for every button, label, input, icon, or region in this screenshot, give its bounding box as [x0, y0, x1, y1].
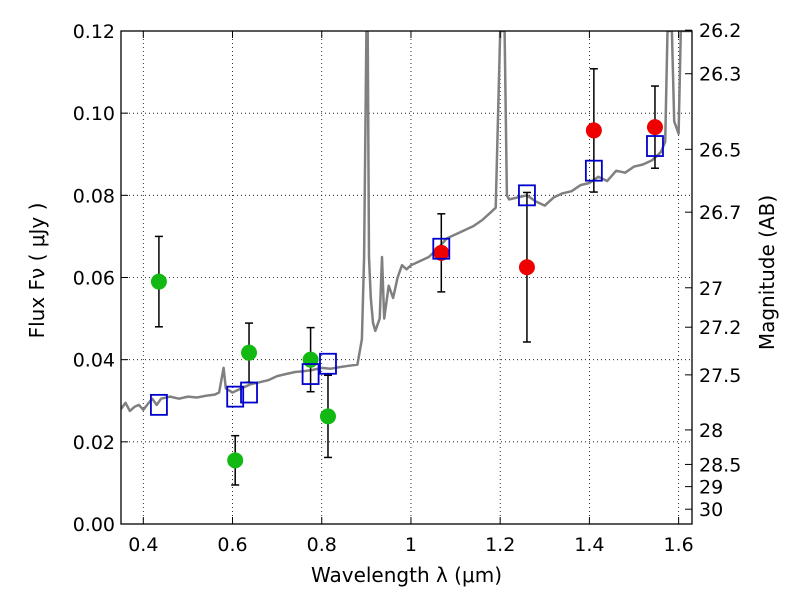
observed-point-green — [319, 408, 336, 425]
y-tick-label: 0.02 — [73, 432, 115, 454]
plot-frame — [120, 30, 693, 525]
y2-tick-label: 27.2 — [699, 317, 741, 339]
model-photometry-square — [240, 381, 258, 404]
model-photometry-square — [226, 385, 245, 408]
y2-tick-label: 26.3 — [699, 64, 741, 86]
x-tick-label: 1.4 — [574, 534, 604, 556]
observed-point-red — [646, 119, 663, 136]
y2-tick-label: 26.2 — [699, 20, 741, 42]
x-tick-label: 1 — [405, 534, 417, 556]
y2-tick-label: 27 — [699, 278, 723, 300]
y2-axis-label: Magnitude (AB) — [755, 195, 779, 350]
x-tick-label: 1.2 — [485, 534, 515, 556]
y2-tick-label: 26.5 — [699, 139, 741, 161]
observed-point-green — [241, 344, 258, 361]
model-photometry-square — [301, 363, 320, 385]
model-spectrum — [121, 31, 692, 413]
y2-tick-label: 28.5 — [699, 454, 741, 476]
observed-point-green — [302, 351, 319, 368]
model-photometry-square — [584, 159, 603, 182]
y2-tick-label: 29 — [699, 477, 723, 499]
y-tick-label: 0.04 — [73, 350, 115, 372]
model-photometry-square — [432, 237, 451, 260]
errorbars — [154, 68, 659, 486]
x-tick-label: 0.8 — [307, 534, 337, 556]
observed-point-green — [150, 273, 167, 290]
observed-point-red — [518, 259, 535, 276]
observed-point-red — [433, 244, 450, 261]
y2-tick-label: 26.7 — [699, 202, 741, 224]
y-tick-label: 0.08 — [73, 185, 115, 207]
y-tick-label: 0.10 — [73, 103, 115, 125]
y-tick-label: 0.06 — [73, 268, 115, 290]
x-tick-label: 0.6 — [217, 534, 247, 556]
data-markers — [150, 119, 664, 469]
x-tick-label: 0.4 — [128, 534, 158, 556]
observed-point-green — [227, 452, 244, 469]
model-spectrum-line — [121, 31, 692, 413]
y-tick-label: 0.00 — [73, 514, 115, 536]
y2-tick-label: 30 — [699, 499, 723, 521]
x-axis-label: Wavelength λ (μm) — [311, 563, 502, 587]
y-axis-label: Flux Fν ( μJy ) — [25, 203, 49, 339]
observed-point-red — [585, 122, 602, 139]
y2-tick-label: 27.5 — [699, 365, 741, 387]
y2-tick-label: 28 — [699, 420, 723, 442]
model-photometry-square — [518, 184, 536, 207]
model-photometry-square — [150, 393, 168, 416]
model-photometry-square — [646, 135, 664, 157]
ticks: 0.4 0.6 0.8 1 1.2 1.4 1.6 0.00 0.02 0.04 0.06 0.08 0… — [73, 20, 742, 556]
model-photometry-square — [319, 352, 337, 375]
grid — [121, 30, 692, 525]
x-tick-label: 1.6 — [664, 534, 694, 556]
y-tick-label: 0.12 — [73, 21, 115, 43]
